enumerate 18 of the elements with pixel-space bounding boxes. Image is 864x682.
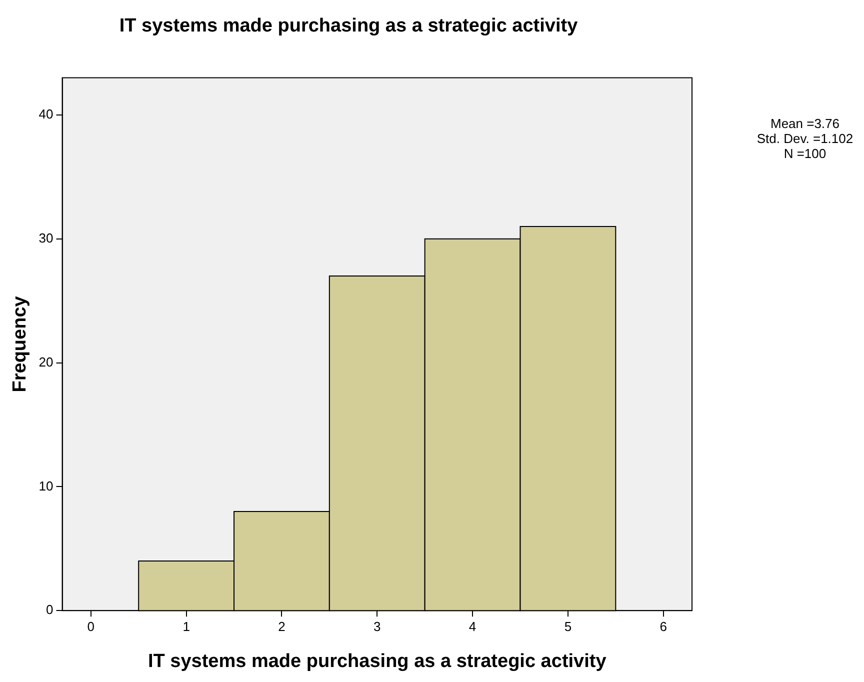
- x-tick-label: 6: [660, 618, 667, 634]
- x-tick-label: 5: [564, 618, 572, 634]
- text: N =100: [782, 146, 828, 161]
- y-axis-title: Frequency: [10, 296, 31, 392]
- y-tick-label: 30: [38, 230, 54, 246]
- y-tick-label: 10: [38, 478, 54, 494]
- y-tick-label: 20: [38, 354, 54, 370]
- x-tick-label: 4: [468, 618, 476, 634]
- chart-title: IT systems made purchasing as a strategic activity: [119, 16, 578, 37]
- x-tick-label: 2: [278, 618, 286, 634]
- text: Mean =3.76: [769, 116, 841, 131]
- x-axis-title: IT systems made purchasing as a strategic activity: [148, 650, 607, 672]
- x-tick-label: 1: [182, 618, 190, 634]
- y-tick-label: 40: [38, 106, 54, 122]
- x-tick-label: 0: [87, 618, 94, 634]
- y-tick-label: 0: [46, 602, 54, 618]
- x-tick-label: 3: [374, 618, 381, 634]
- text: Std. Dev. =1.102: [756, 131, 854, 146]
